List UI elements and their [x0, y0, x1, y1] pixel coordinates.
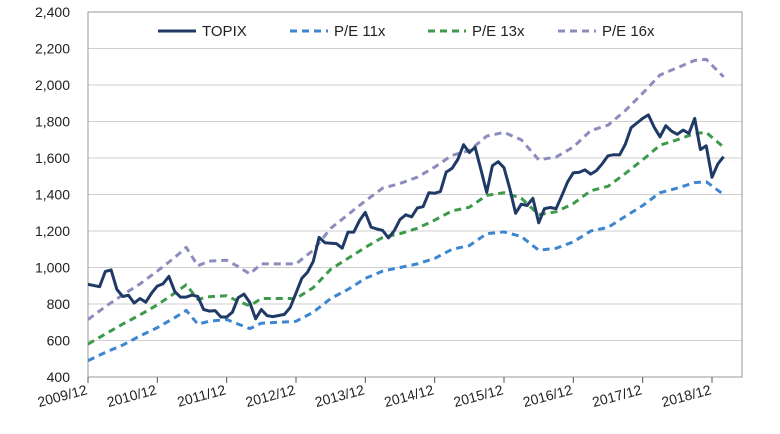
legend-label-0: TOPIX	[202, 23, 247, 40]
legend-label-1: P/E 11x	[334, 23, 386, 40]
x-tick-label-5: 2014/12	[382, 381, 435, 410]
x-tick-label-3: 2012/12	[244, 381, 297, 410]
x-tick-label-1: 2010/12	[105, 381, 158, 410]
gridlines	[88, 11, 742, 378]
series-line-3	[88, 57, 725, 321]
y-tick-label-4: 1,200	[35, 223, 70, 239]
y-tick-label-10: 2,400	[35, 4, 70, 20]
legend-label-2: P/E 13x	[472, 23, 525, 40]
y-tick-label-3: 1,000	[35, 260, 70, 276]
x-tick-label-9: 2018/12	[660, 381, 713, 410]
x-tick-label-2: 2011/12	[175, 381, 227, 409]
legend-label-3: P/E 16x	[602, 23, 655, 40]
x-tick-label-6: 2015/12	[452, 381, 505, 410]
y-tick-label-9: 2,200	[35, 41, 70, 57]
x-tick-label-4: 2013/12	[313, 381, 366, 410]
y-tick-label-7: 1,800	[35, 114, 70, 130]
series-line-2	[88, 130, 725, 346]
y-tick-label-6: 1,600	[35, 150, 70, 166]
y-tick-label-5: 1,400	[35, 187, 70, 203]
y-tick-label-1: 600	[47, 333, 71, 349]
y-tick-label-2: 800	[47, 296, 71, 312]
axes: 400 600 800 1,000 1,200 1,400 1,600 1,800 2,000 2…	[35, 4, 743, 410]
x-tick-label-8: 2017/12	[590, 381, 643, 410]
x-tick-label-0: 2009/12	[36, 381, 89, 410]
series-line-0	[88, 113, 725, 321]
legend: TOPIX P/E 11x P/E 13x P/E 16x	[158, 23, 655, 40]
plot-frame	[87, 11, 743, 378]
series-lines	[88, 57, 725, 362]
y-tick-label-0: 400	[47, 369, 71, 385]
series-line-1	[88, 180, 725, 362]
x-tick-label-7: 2016/12	[521, 381, 574, 410]
y-tick-label-8: 2,000	[35, 77, 70, 93]
